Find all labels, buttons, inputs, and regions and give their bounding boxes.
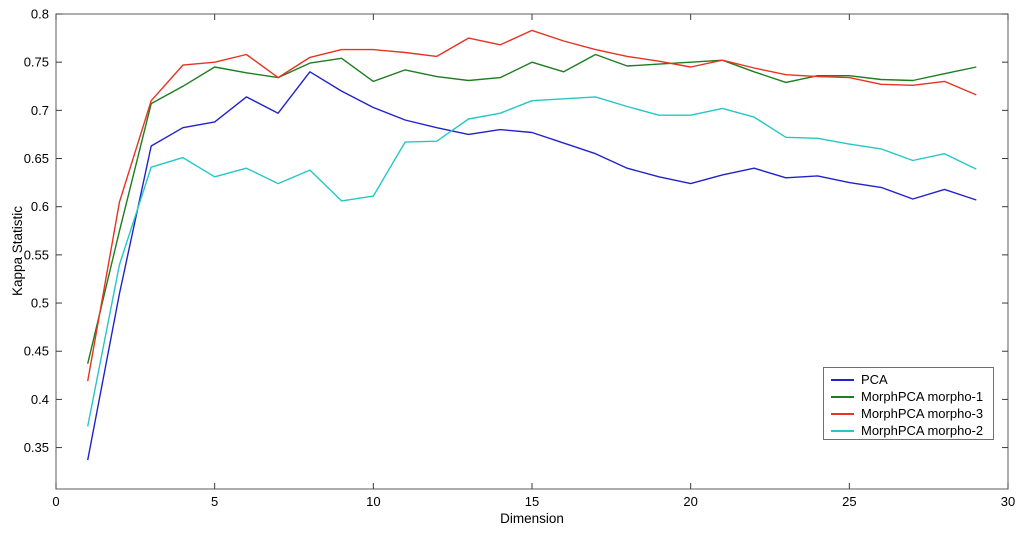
y-tick-label: 0.65 (24, 151, 49, 166)
y-tick-label: 0.5 (31, 296, 49, 311)
series-line-3 (87, 96, 977, 427)
x-tick-label: 0 (52, 494, 59, 509)
y-axis-label: Kappa Statistic (10, 206, 25, 296)
legend-box: PCA MorphPCA morpho-1 MorphPCA morpho-3 Mor… (823, 367, 994, 440)
y-tick-label: 0.8 (31, 7, 49, 22)
legend-item: PCA (824, 371, 993, 388)
x-tick-label: 25 (842, 494, 856, 509)
series-line-0 (87, 71, 977, 461)
x-tick-label: 15 (525, 494, 539, 509)
legend-item: MorphPCA morpho-2 (824, 422, 993, 439)
y-tick-label: 0.35 (24, 440, 49, 455)
legend-line-sample (831, 412, 854, 415)
series-group (87, 29, 977, 461)
y-tick-label: 0.45 (24, 344, 49, 359)
series-line-1 (87, 53, 977, 364)
tick-label-group: 0 5 10 15 20 25 30 0.35 0.4 0.45 0.5 0.55 0.6 0.65 0.7… (24, 7, 1016, 510)
y-tick-label: 0.75 (24, 55, 49, 70)
legend-label: MorphPCA morpho-2 (861, 423, 984, 438)
legend-label: MorphPCA morpho-3 (861, 406, 984, 421)
series-line-2 (87, 29, 977, 382)
x-tick-label: 10 (366, 494, 380, 509)
legend-line-sample (831, 378, 854, 381)
legend-line-sample (831, 395, 854, 398)
tick-group (55, 13, 1009, 489)
legend-item: MorphPCA morpho-3 (824, 405, 993, 422)
legend-label: PCA (861, 372, 888, 387)
legend-line-sample (831, 429, 854, 432)
x-axis-label: Dimension (500, 511, 564, 526)
x-tick-label: 5 (211, 494, 218, 509)
y-tick-label: 0.6 (31, 199, 49, 214)
y-tick-label: 0.55 (24, 247, 49, 262)
legend-item: MorphPCA morpho-1 (824, 388, 993, 405)
y-tick-label: 0.4 (31, 392, 49, 407)
y-tick-label: 0.7 (31, 103, 49, 118)
legend-label: MorphPCA morpho-1 (861, 389, 984, 404)
x-tick-label: 30 (1001, 494, 1015, 509)
x-tick-label: 20 (683, 494, 697, 509)
